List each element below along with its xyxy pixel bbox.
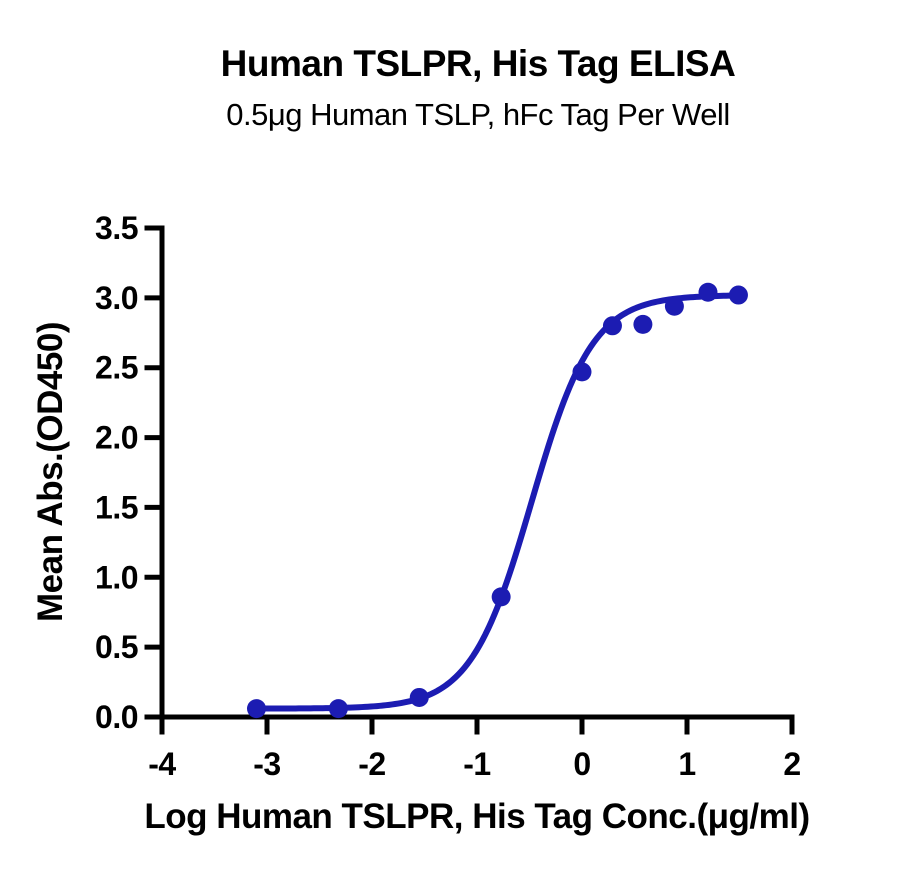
- x-tick-label: -2: [358, 746, 385, 782]
- y-tick-label: 1.0: [95, 559, 138, 595]
- fit-curve: [253, 292, 742, 712]
- y-tick-label: 3.0: [95, 280, 138, 316]
- y-tick-label: 3.5: [95, 210, 138, 246]
- data-point: [491, 587, 511, 607]
- y-axis-tick-labels: 0.0 0.5 1.0 1.5 2.0 2.5 3.0 3.5: [95, 210, 138, 735]
- data-point: [328, 699, 348, 719]
- data-points-group: [247, 282, 748, 719]
- axes-frame: [159, 225, 795, 720]
- chart-title: Human TSLPR, His Tag ELISA: [221, 43, 736, 84]
- data-point: [633, 314, 653, 334]
- x-tick-label: -3: [253, 746, 280, 782]
- data-point: [247, 699, 266, 719]
- data-point: [572, 362, 592, 382]
- data-point: [664, 296, 684, 316]
- y-axis-ticks: [144, 225, 162, 720]
- data-point: [728, 285, 748, 305]
- y-tick-label: 0.5: [95, 629, 138, 665]
- data-point: [409, 687, 429, 707]
- x-axis-ticks: [159, 717, 795, 735]
- chart-subtitle: 0.5μg Human TSLP, hFc Tag Per Well: [226, 97, 729, 132]
- data-point: [602, 316, 622, 336]
- fit-curve-group: [253, 292, 742, 712]
- y-tick-label: 1.5: [95, 489, 138, 525]
- x-axis-title: Log Human TSLPR, His Tag Conc.(μg/ml): [144, 797, 809, 836]
- data-point: [698, 282, 718, 302]
- y-tick-label: 2.0: [95, 420, 138, 456]
- y-axis-title: Mean Abs.(OD450): [31, 322, 70, 622]
- x-tick-label: -1: [463, 746, 490, 782]
- x-tick-label: -4: [148, 746, 176, 782]
- x-tick-label: 2: [783, 746, 800, 782]
- x-tick-label: 1: [678, 746, 695, 782]
- x-tick-label: 0: [573, 746, 590, 782]
- y-tick-label: 2.5: [95, 350, 138, 386]
- y-tick-label: 0.0: [95, 699, 138, 735]
- x-axis-tick-labels: -4 -3 -2 -1 0 1 2: [148, 746, 801, 782]
